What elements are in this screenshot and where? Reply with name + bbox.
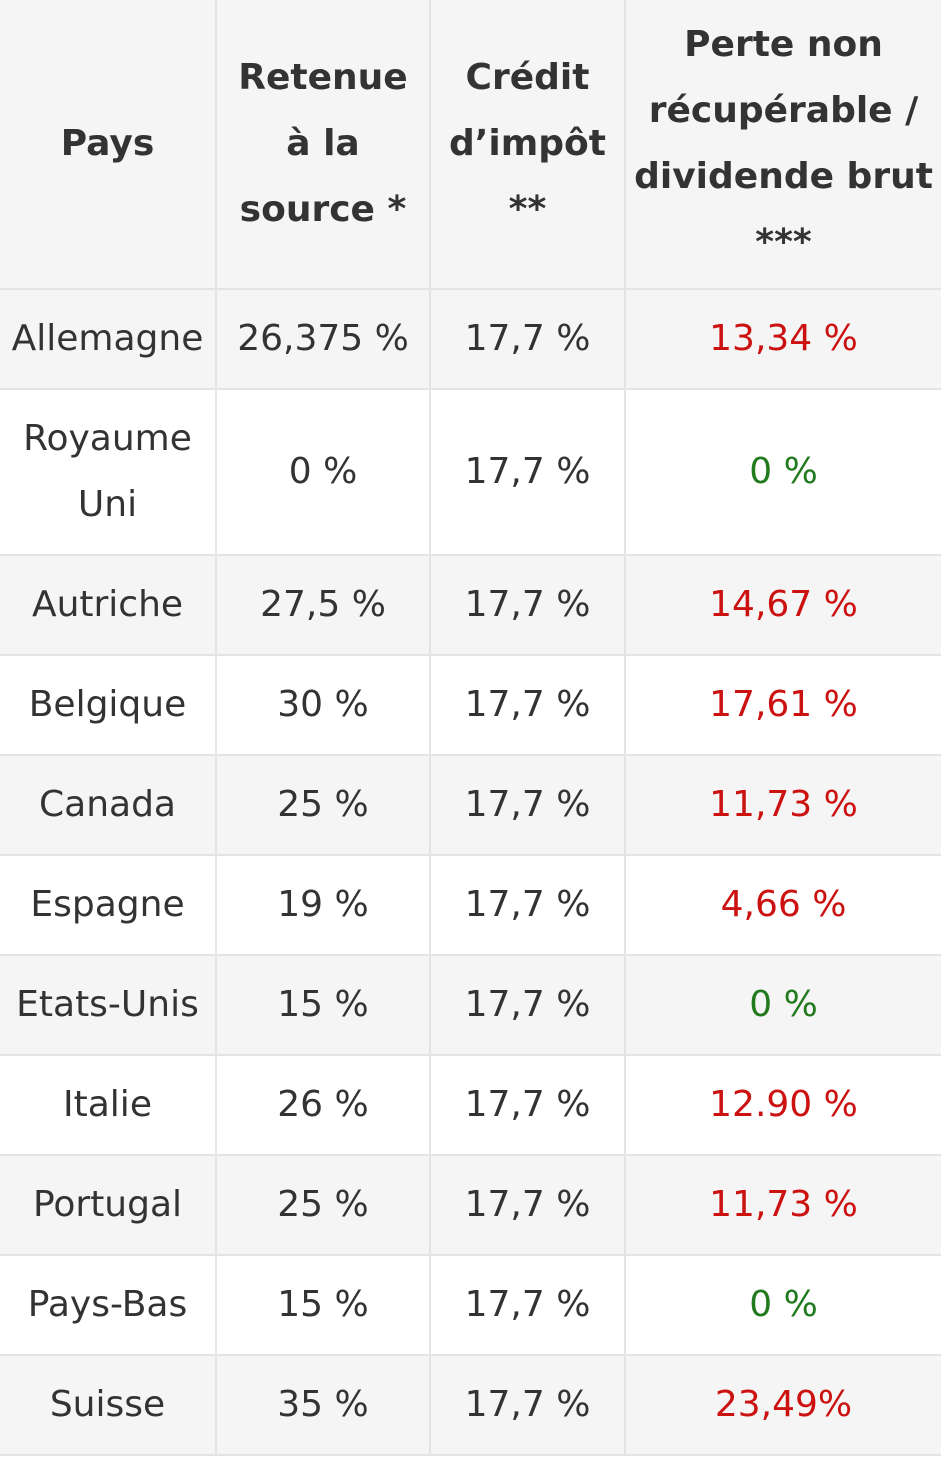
header-credit: Crédit d’impôt **: [429, 0, 626, 290]
withholding-cell: 25 %: [215, 1154, 431, 1256]
tax-credit-cell: 17,7 %: [429, 854, 626, 956]
header-retenue: Retenue à la source *: [215, 0, 431, 290]
country-cell: Canada: [0, 754, 217, 856]
header-pays: Pays: [0, 0, 217, 290]
loss-cell: 11,73 %: [624, 754, 941, 856]
withholding-cell: 25 %: [215, 754, 431, 856]
table-row: Canada 25 % 17,7 % 11,73 %: [0, 754, 941, 856]
header-perte: Perte non récupérable / dividende brut *…: [624, 0, 941, 290]
loss-cell: 4,66 %: [624, 854, 941, 956]
table-row: Pays-Bas 15 % 17,7 % 0 %: [0, 1254, 941, 1356]
tax-credit-cell: 17,7 %: [429, 1254, 626, 1356]
table-row: Royaume Uni 0 % 17,7 % 0 %: [0, 388, 941, 556]
tax-credit-cell: 17,7 %: [429, 954, 626, 1056]
loss-cell: 13,34 %: [624, 288, 941, 390]
withholding-cell: 0 %: [215, 388, 431, 556]
country-cell: Royaume Uni: [0, 388, 217, 556]
tax-credit-cell: 17,7 %: [429, 654, 626, 756]
tax-credit-cell: 17,7 %: [429, 1354, 626, 1456]
loss-cell: 14,67 %: [624, 554, 941, 656]
table-row: Espagne 19 % 17,7 % 4,66 %: [0, 854, 941, 956]
withholding-cell: 15 %: [215, 1254, 431, 1356]
country-cell: Suisse: [0, 1354, 217, 1456]
withholding-cell: 35 %: [215, 1354, 431, 1456]
country-cell: Autriche: [0, 554, 217, 656]
country-cell: Espagne: [0, 854, 217, 956]
header-row: Pays Retenue à la source * Crédit d’impô…: [0, 0, 941, 290]
tax-credit-cell: 17,7 %: [429, 388, 626, 556]
table-header: Pays Retenue à la source * Crédit d’impô…: [0, 0, 941, 290]
loss-cell: 23,49%: [624, 1354, 941, 1456]
tax-credit-cell: 17,7 %: [429, 554, 626, 656]
loss-cell: 11,73 %: [624, 1154, 941, 1256]
withholding-cell: 26 %: [215, 1054, 431, 1156]
loss-cell: 12.90 %: [624, 1054, 941, 1156]
tax-credit-cell: 17,7 %: [429, 288, 626, 390]
withholding-cell: 19 %: [215, 854, 431, 956]
table-body: Allemagne 26,375 % 17,7 % 13,34 % Royaume Un…: [0, 288, 941, 1456]
tax-credit-cell: 17,7 %: [429, 1154, 626, 1256]
loss-cell: 17,61 %: [624, 654, 941, 756]
country-cell: Allemagne: [0, 288, 217, 390]
country-cell: Pays-Bas: [0, 1254, 217, 1356]
withholding-cell: 30 %: [215, 654, 431, 756]
table-row: Belgique 30 % 17,7 % 17,61 %: [0, 654, 941, 756]
table-row: Allemagne 26,375 % 17,7 % 13,34 %: [0, 288, 941, 390]
withholding-cell: 15 %: [215, 954, 431, 1056]
tax-credit-cell: 17,7 %: [429, 754, 626, 856]
table-row: Etats-Unis 15 % 17,7 % 0 %: [0, 954, 941, 1056]
tax-credit-cell: 17,7 %: [429, 1054, 626, 1156]
table-row: Autriche 27,5 % 17,7 % 14,67 %: [0, 554, 941, 656]
table-row: Portugal 25 % 17,7 % 11,73 %: [0, 1154, 941, 1256]
country-cell: Italie: [0, 1054, 217, 1156]
withholding-cell: 27,5 %: [215, 554, 431, 656]
country-cell: Portugal: [0, 1154, 217, 1256]
table-row: Italie 26 % 17,7 % 12.90 %: [0, 1054, 941, 1156]
loss-cell: 0 %: [624, 954, 941, 1056]
country-cell: Etats-Unis: [0, 954, 217, 1056]
country-cell: Belgique: [0, 654, 217, 756]
table-row: Suisse 35 % 17,7 % 23,49%: [0, 1354, 941, 1456]
loss-cell: 0 %: [624, 1254, 941, 1356]
loss-cell: 0 %: [624, 388, 941, 556]
withholding-cell: 26,375 %: [215, 288, 431, 390]
